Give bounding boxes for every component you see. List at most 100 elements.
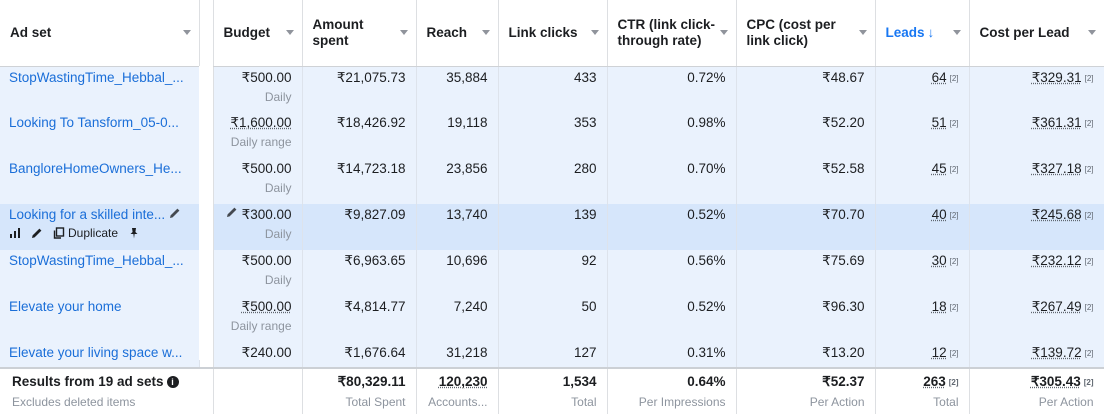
column-header-cost-per-lead[interactable]: Cost per Lead — [969, 0, 1104, 66]
summary-spent-cell: ₹80,329.11 Total Spent — [302, 368, 416, 414]
budget-cell[interactable]: ₹500.00 Daily — [213, 250, 302, 296]
ctr-cell: 0.72% — [607, 66, 736, 112]
budget-cell[interactable]: ₹240.00 — [213, 342, 302, 368]
budget-cell[interactable]: ₹500.00 Daily range — [213, 296, 302, 342]
link-clicks-cell: 92 — [498, 250, 607, 296]
cost-per-lead-cell[interactable]: ₹139.72 [2] — [969, 342, 1104, 368]
chevron-down-icon[interactable] — [953, 30, 961, 35]
ad-set-name-link[interactable]: BangloreHomeOwners_He... — [0, 158, 199, 204]
view-charts-button[interactable] — [9, 227, 21, 239]
chevron-down-icon[interactable] — [591, 30, 599, 35]
cpc-cell: ₹70.70 — [736, 204, 875, 250]
edit-button[interactable] — [31, 227, 43, 239]
table-row[interactable]: Elevate your home ₹500.00 Daily range ₹4,… — [0, 296, 1104, 342]
table-row[interactable]: Looking To Tansform_05-0... ₹1,600.00 Dai… — [0, 112, 1104, 158]
column-gap — [199, 0, 213, 66]
summary-budget-cell — [213, 368, 302, 414]
cost-per-lead-cell[interactable]: ₹232.12 [2] — [969, 250, 1104, 296]
budget-cell[interactable]: ₹1,600.00 Daily range — [213, 112, 302, 158]
chevron-down-icon[interactable] — [859, 30, 867, 35]
column-header-leads[interactable]: Leads ↓ — [875, 0, 969, 66]
ad-set-name-link[interactable]: Elevate your home — [0, 296, 199, 342]
reach-cell: 13,740 — [416, 204, 498, 250]
ad-set-name-link[interactable]: Looking To Tansform_05-0... — [0, 112, 199, 158]
pin-button[interactable] — [128, 227, 140, 239]
leads-cell[interactable]: 64 [2] — [875, 66, 969, 112]
table-row[interactable]: Looking for a skilled inte... Duplicate … — [0, 204, 1104, 250]
amount-spent-cell: ₹6,963.65 — [302, 250, 416, 296]
chevron-down-icon[interactable] — [1088, 30, 1096, 35]
ad-set-name-link[interactable]: StopWastingTime_Hebbal_... — [0, 250, 199, 296]
column-header-ad-set[interactable]: Ad set — [0, 0, 199, 66]
link-clicks-cell: 127 — [498, 342, 607, 368]
budget-cell[interactable]: ₹300.00 Daily — [213, 204, 302, 250]
table-row[interactable]: Elevate your living space w... ₹240.00 ₹… — [0, 342, 1104, 368]
reach-cell: 23,856 — [416, 158, 498, 204]
cpc-cell: ₹96.30 — [736, 296, 875, 342]
summary-ctr-cell: 0.64% Per Impressions — [607, 368, 736, 414]
edit-pencil-icon — [31, 227, 43, 239]
leads-cell[interactable]: 30 [2] — [875, 250, 969, 296]
ad-set-name-link[interactable]: StopWastingTime_Hebbal_... — [0, 66, 199, 112]
cpc-cell: ₹75.69 — [736, 250, 875, 296]
row-actions: Duplicate — [9, 226, 189, 240]
chevron-down-icon[interactable] — [286, 30, 294, 35]
column-header-reach[interactable]: Reach — [416, 0, 498, 66]
cost-per-lead-cell[interactable]: ₹245.68 [2] — [969, 204, 1104, 250]
duplicate-icon — [53, 227, 65, 239]
cpc-cell: ₹52.58 — [736, 158, 875, 204]
ctr-cell: 0.98% — [607, 112, 736, 158]
summary-leads-cell[interactable]: 263 [2] Total — [875, 368, 969, 414]
edit-pencil-icon[interactable] — [226, 206, 238, 218]
chevron-down-icon[interactable] — [400, 30, 408, 35]
reach-cell: 35,884 — [416, 66, 498, 112]
bar-chart-icon — [9, 227, 21, 239]
ad-set-name-link[interactable]: Looking for a skilled inte... Duplicate — [0, 204, 199, 250]
reach-cell: 7,240 — [416, 296, 498, 342]
ctr-cell: 0.52% — [607, 204, 736, 250]
table-row[interactable]: BangloreHomeOwners_He... ₹500.00 Daily ₹1… — [0, 158, 1104, 204]
chevron-down-icon[interactable] — [720, 30, 728, 35]
column-header-amount-spent[interactable]: Amount spent — [302, 0, 416, 66]
table-row[interactable]: StopWastingTime_Hebbal_... ₹500.00 Daily … — [0, 66, 1104, 112]
reach-cell: 31,218 — [416, 342, 498, 368]
summary-reach-cell[interactable]: 120,230 Accounts... — [416, 368, 498, 414]
leads-cell[interactable]: 40 [2] — [875, 204, 969, 250]
chevron-down-icon[interactable] — [482, 30, 490, 35]
amount-spent-cell: ₹18,426.92 — [302, 112, 416, 158]
reach-cell: 19,118 — [416, 112, 498, 158]
budget-cell[interactable]: ₹500.00 Daily — [213, 158, 302, 204]
table-row[interactable]: StopWastingTime_Hebbal_... ₹500.00 Daily … — [0, 250, 1104, 296]
leads-cell[interactable]: 45 [2] — [875, 158, 969, 204]
chevron-down-icon[interactable] — [183, 30, 191, 35]
amount-spent-cell: ₹21,075.73 — [302, 66, 416, 112]
ctr-cell: 0.31% — [607, 342, 736, 368]
link-clicks-cell: 50 — [498, 296, 607, 342]
cpc-cell: ₹48.67 — [736, 66, 875, 112]
duplicate-button[interactable]: Duplicate — [53, 226, 118, 240]
summary-row: Results from 19 ad sets i Excludes deleted… — [0, 368, 1104, 414]
cost-per-lead-cell[interactable]: ₹361.31 [2] — [969, 112, 1104, 158]
cost-per-lead-cell[interactable]: ₹327.18 [2] — [969, 158, 1104, 204]
leads-cell[interactable]: 51 [2] — [875, 112, 969, 158]
edit-pencil-icon[interactable] — [169, 207, 181, 219]
column-header-budget[interactable]: Budget — [213, 0, 302, 66]
column-header-ctr[interactable]: CTR (link click-through rate) — [607, 0, 736, 66]
column-header-cpc[interactable]: CPC (cost per link click) — [736, 0, 875, 66]
amount-spent-cell: ₹4,814.77 — [302, 296, 416, 342]
leads-cell[interactable]: 12 [2] — [875, 342, 969, 368]
cpc-cell: ₹52.20 — [736, 112, 875, 158]
cost-per-lead-cell[interactable]: ₹267.49 [2] — [969, 296, 1104, 342]
leads-cell[interactable]: 18 [2] — [875, 296, 969, 342]
info-icon[interactable]: i — [167, 376, 179, 388]
budget-cell[interactable]: ₹500.00 Daily — [213, 66, 302, 112]
summary-cpl-cell[interactable]: ₹305.43 [2] Per Action — [969, 368, 1104, 414]
cost-per-lead-cell[interactable]: ₹329.31 [2] — [969, 66, 1104, 112]
column-divider-scroll-area[interactable] — [199, 66, 213, 360]
cpc-cell: ₹13.20 — [736, 342, 875, 368]
column-header-link-clicks[interactable]: Link clicks — [498, 0, 607, 66]
amount-spent-cell: ₹14,723.18 — [302, 158, 416, 204]
ad-set-name-link[interactable]: Elevate your living space w... — [0, 342, 199, 368]
